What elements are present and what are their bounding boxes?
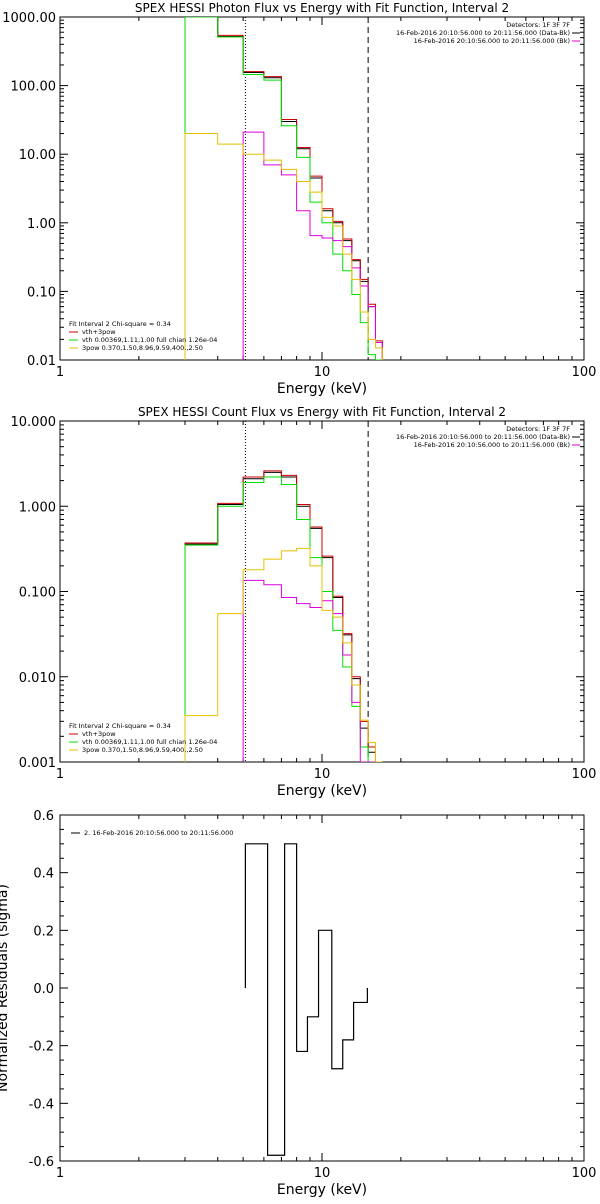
x-tick-label-0: 100	[572, 365, 597, 380]
x-tick-label-2: 100	[572, 1166, 597, 1181]
x-tick-label-0: 1	[56, 365, 64, 380]
y-tick-label-1: 10.000	[11, 415, 57, 430]
y-axis-label-2: Normalized Residuals (sigma)	[0, 884, 11, 1092]
series-3pow-0	[242, 131, 383, 360]
series-vth-3pow-0	[184, 17, 383, 360]
series-vth-0	[184, 17, 383, 360]
header-line-0: Detectors: 1F 3F 7F	[506, 21, 570, 29]
legend-label-0: Fit Interval 2 Chi-square = 0.34	[69, 320, 171, 328]
legend-label-0: vth 0.00369,1.11,1.00 full chian 1.26e-0…	[82, 336, 217, 344]
y-tick-label-0: 1000.00	[2, 11, 56, 26]
x-axis-label-0: Energy (keV)	[277, 381, 367, 397]
x-axis-label-1: Energy (keV)	[277, 783, 367, 799]
y-tick-label-0: 0.10	[27, 285, 56, 300]
header-line-1: 16-Feb-2016 20:10:56.000 to 20:11:56.000…	[414, 441, 570, 449]
x-axis-label-2: Energy (keV)	[277, 1182, 367, 1198]
legend-label-1: vth+3pow	[82, 730, 116, 738]
header-line-1: Detectors: 1F 3F 7F	[506, 425, 570, 433]
y-tick-label-0: 100.00	[11, 80, 57, 95]
legend-label-1: 3pow 0.370,1.50,8.96,9.59,400.,2.50	[82, 746, 203, 754]
series-vth-1	[184, 476, 383, 762]
x-tick-label-1: 1	[56, 767, 64, 782]
chart-title-0: SPEX HESSI Photon Flux vs Energy with Fi…	[135, 1, 509, 15]
y-tick-label-0: 1.00	[27, 217, 56, 232]
y-tick-label-1: 0.100	[19, 586, 56, 601]
series-data-bk-0	[184, 17, 383, 360]
legend-label-0: vth+3pow	[82, 328, 116, 336]
series-bk-0	[184, 133, 383, 360]
series-bk-1	[184, 547, 383, 762]
y-tick-label-2: 0.6	[33, 809, 54, 824]
y-tick-label-2: -0.4	[29, 1097, 54, 1112]
series-data-bk-1	[184, 471, 383, 762]
y-tick-label-2: 0.4	[33, 867, 54, 882]
x-tick-label-1: 100	[572, 767, 597, 782]
x-tick-label-1: 10	[314, 767, 331, 782]
legend-label-0: 3pow 0.370,1.50,8.96,9.59,400.,2.50	[82, 344, 203, 352]
y-tick-label-2: 0.0	[33, 982, 54, 997]
y-tick-label-2: -0.6	[29, 1155, 54, 1170]
y-tick-label-1: 0.010	[19, 671, 56, 686]
x-tick-label-2: 10	[314, 1166, 331, 1181]
x-tick-label-2: 1	[56, 1166, 64, 1181]
y-tick-label-1: 1.000	[19, 500, 56, 515]
y-tick-label-2: 0.2	[33, 924, 54, 939]
series-3pow-1	[242, 579, 383, 762]
y-tick-label-1: 0.001	[19, 756, 56, 771]
series-vth-3pow-1	[184, 470, 383, 762]
y-tick-label-2: -0.2	[29, 1040, 54, 1055]
header-line-0: 16-Feb-2016 20:10:56.000 to 20:11:56.000…	[414, 37, 570, 45]
chart-title-1: SPEX HESSI Count Flux vs Energy with Fit…	[138, 405, 506, 419]
legend-label-1: vth 0.00369,1.11,1.00 full chian 1.26e-0…	[82, 738, 217, 746]
legend-label-2: 2. 16-Feb-2016 20:10:56.000 to 20:11:56.…	[84, 829, 233, 837]
y-tick-label-0: 0.01	[27, 354, 56, 369]
series-2-16-feb-2016-20-10-56-000-to-20-11-56-000-2	[244, 843, 368, 1156]
plot-frame-2	[59, 814, 585, 1162]
header-line-0: 16-Feb-2016 20:10:56.000 to 20:11:56.000…	[396, 29, 570, 37]
header-line-1: 16-Feb-2016 20:10:56.000 to 20:11:56.000…	[396, 433, 570, 441]
legend-label-1: Fit Interval 2 Chi-square = 0.34	[69, 722, 171, 730]
y-tick-label-0: 10.00	[19, 148, 56, 163]
x-tick-label-0: 10	[314, 365, 331, 380]
